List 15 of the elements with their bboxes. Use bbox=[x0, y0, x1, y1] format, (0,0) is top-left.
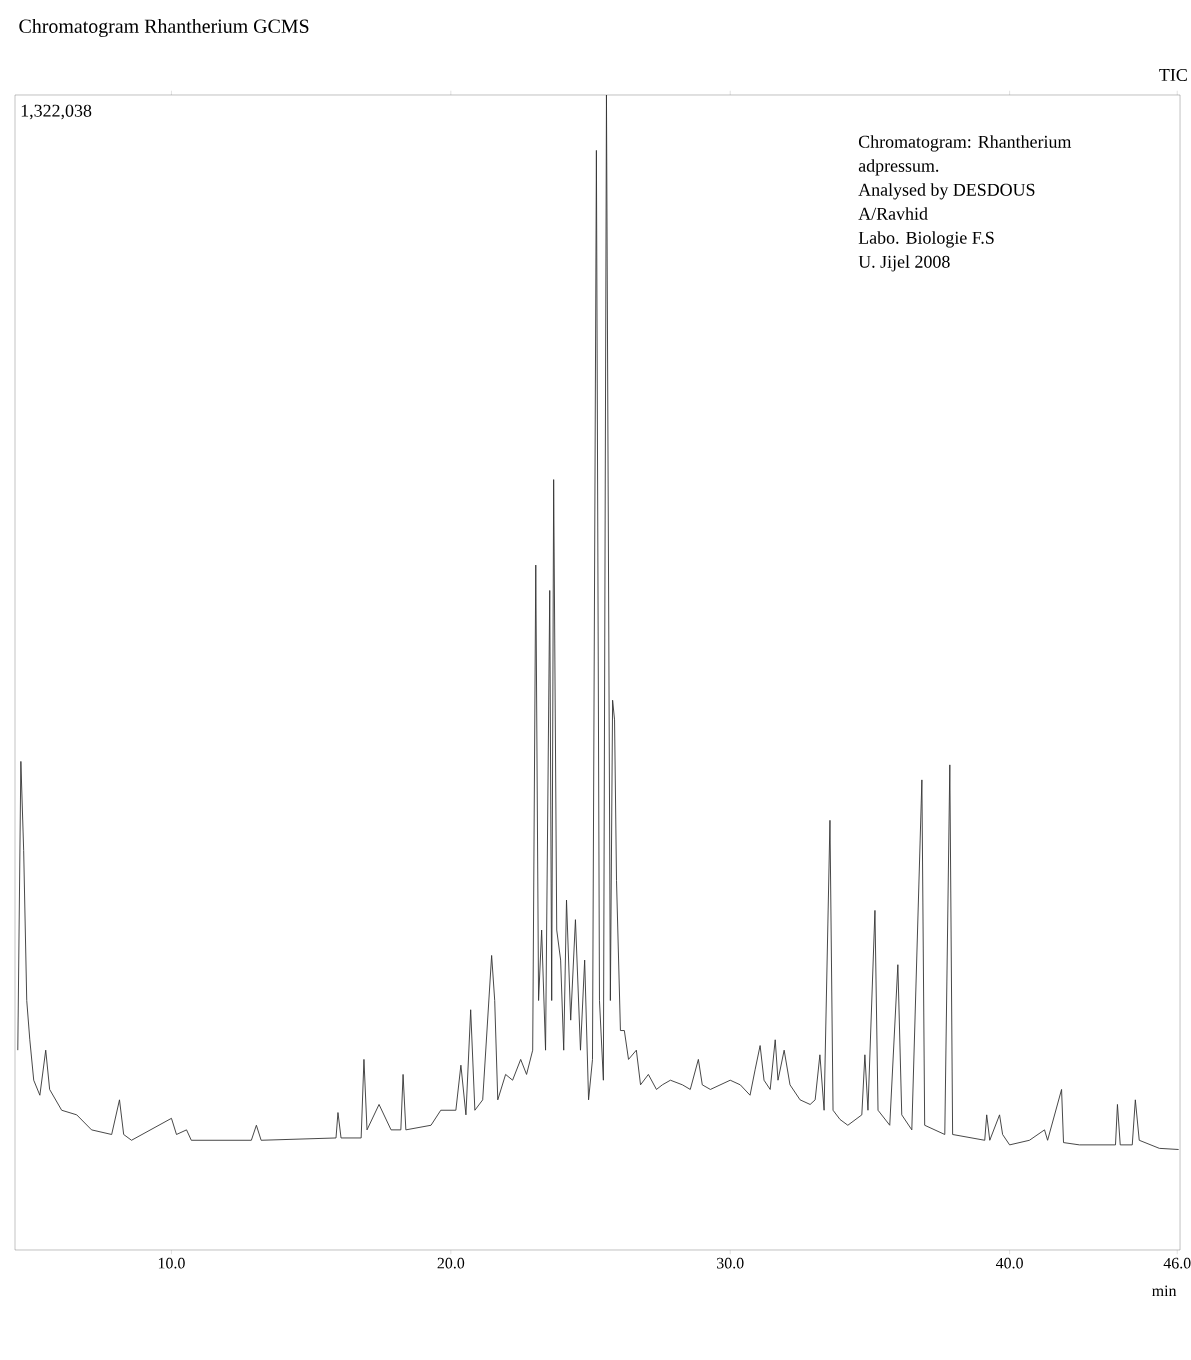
annotation: adpressum. bbox=[858, 159, 939, 176]
annotation: Labo. Biologie F.S bbox=[858, 231, 994, 248]
chart-title: Chromatogram Rhantherium GCMS bbox=[19, 18, 309, 38]
x-tick-label: 40.0 bbox=[995, 1257, 1023, 1269]
x-tick-label: 46.0 bbox=[1163, 1257, 1191, 1269]
text: TIC bbox=[1159, 68, 1187, 81]
x-tick-label: 10.0 bbox=[158, 1257, 185, 1269]
x-axis-title: min bbox=[1152, 1285, 1177, 1297]
x-tick-label: 20.0 bbox=[437, 1257, 465, 1269]
x-tick-label: 30.0 bbox=[717, 1257, 744, 1269]
annotation: U. Jijel 2008 bbox=[858, 255, 950, 272]
annotation: Analysed by DESDOUS bbox=[858, 183, 1035, 200]
annotation: 1,322,038 bbox=[21, 104, 92, 120]
annotation: Chromatogram: Rhantherium bbox=[858, 135, 1072, 152]
annotation: A/Ravhid bbox=[858, 207, 928, 220]
